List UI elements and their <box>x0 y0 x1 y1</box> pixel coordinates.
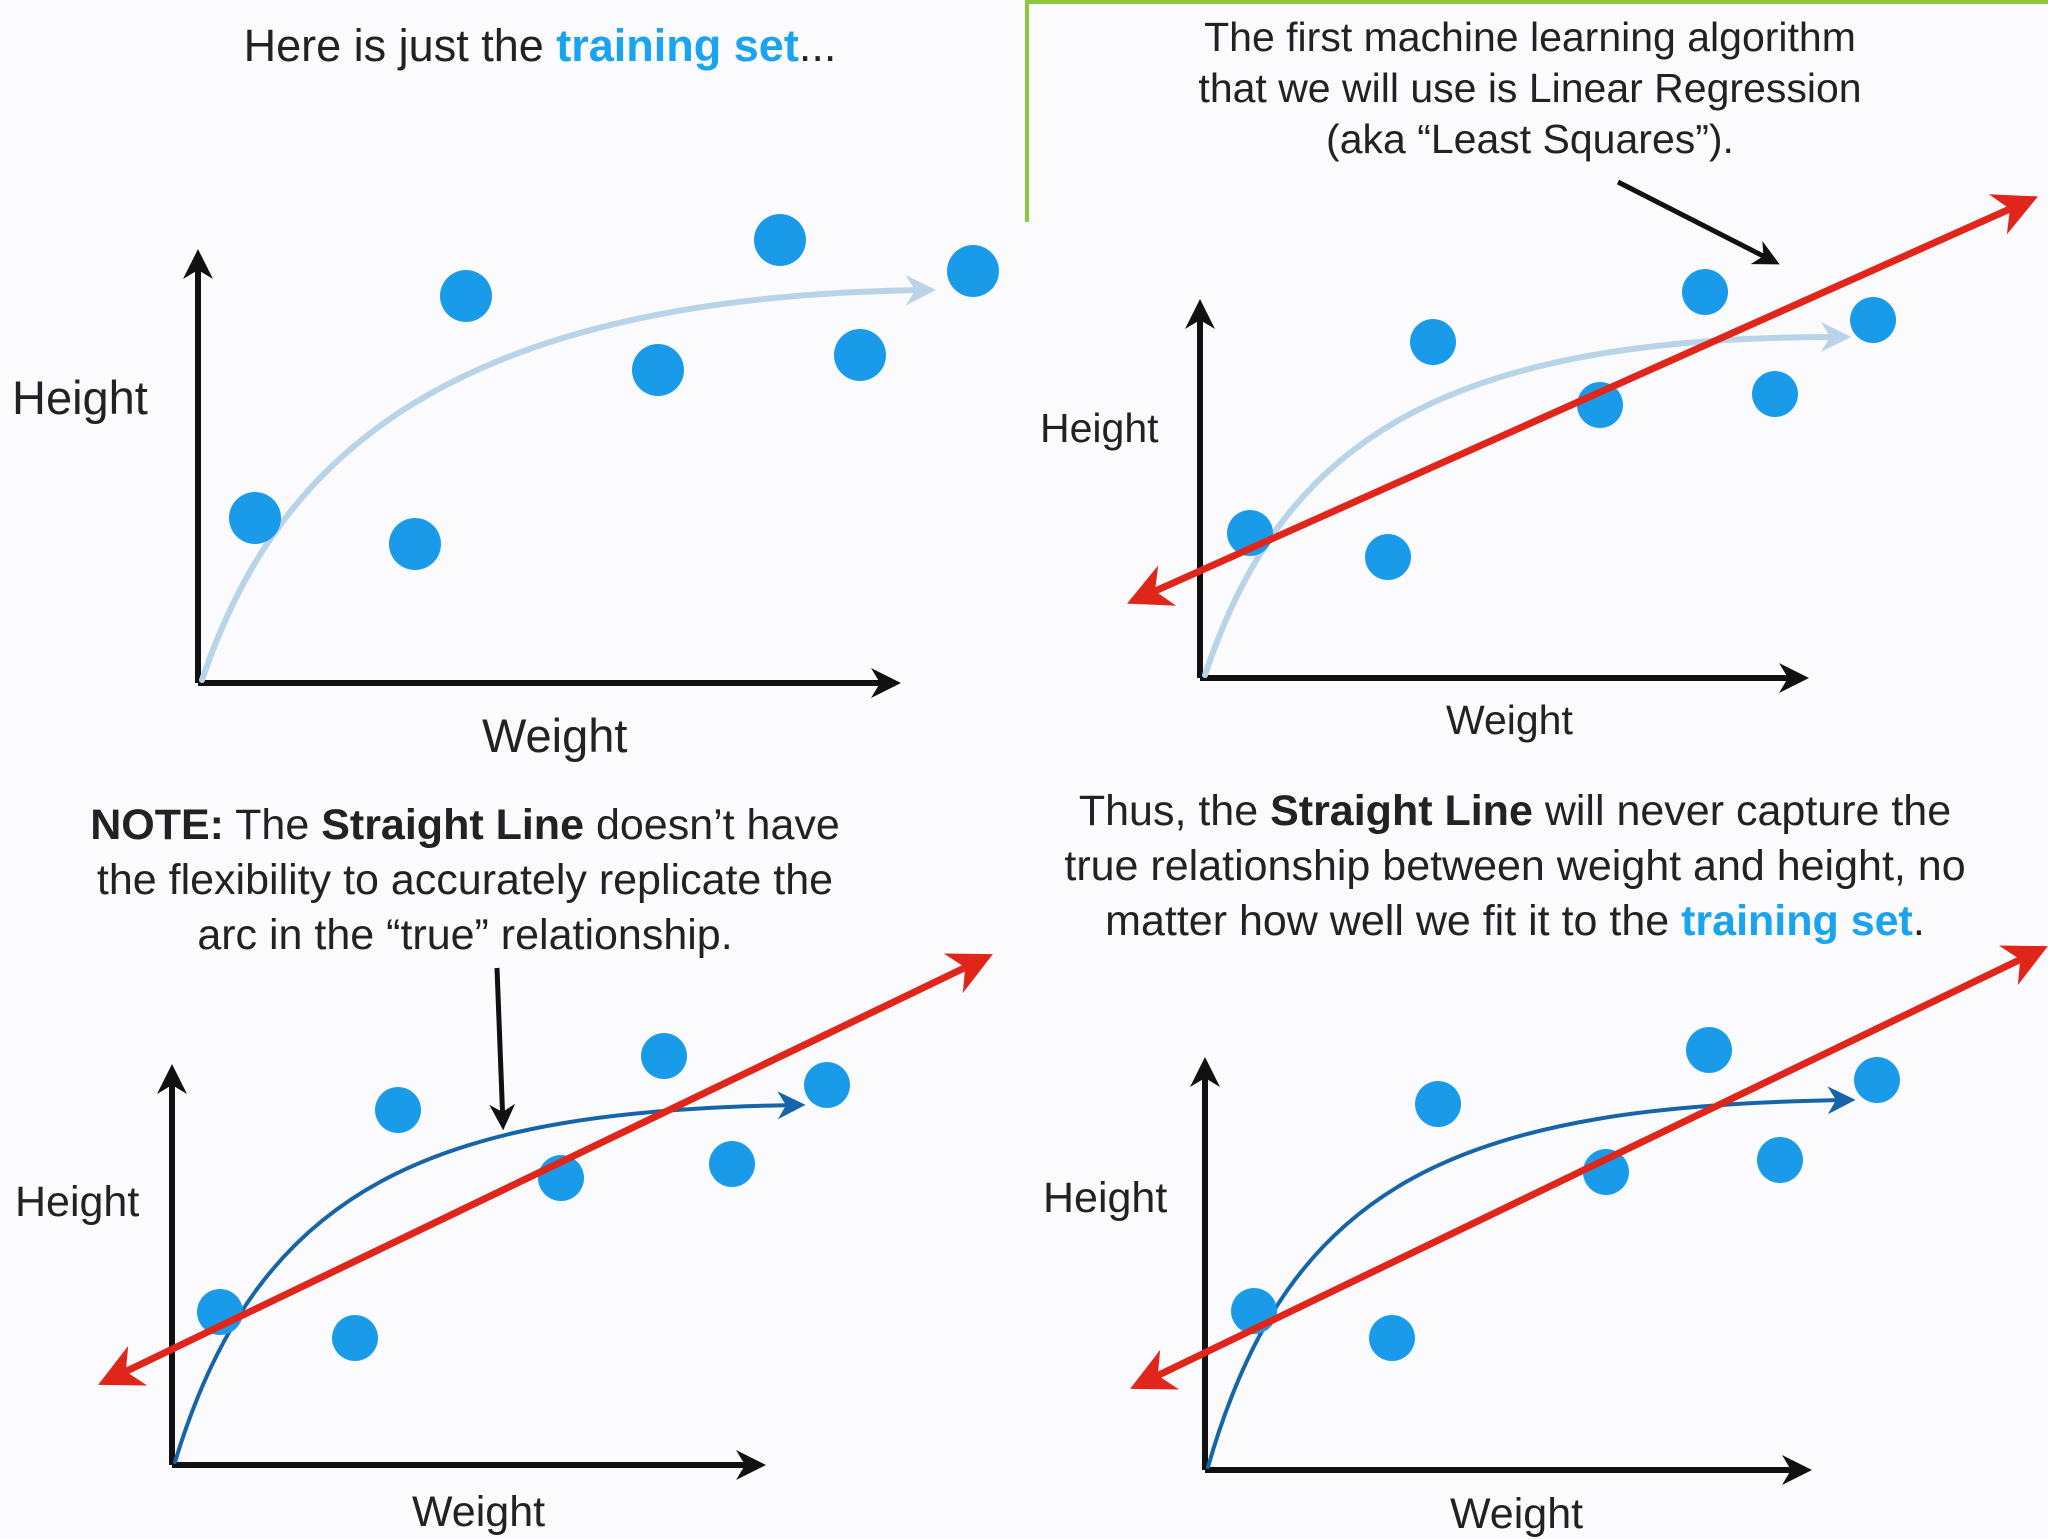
caption-line: The first machine learning algorithm <box>1204 14 1856 60</box>
true-relationship-curve <box>1206 1086 1856 1469</box>
training-point <box>389 518 441 570</box>
training-point <box>1410 319 1456 365</box>
caption-line: Thus, the Straight Line will never captu… <box>1030 784 2000 839</box>
caption-line: arc in the “true” relationship. <box>197 911 733 959</box>
caption-text: will never capture the <box>1532 787 1952 835</box>
training-point <box>641 1033 687 1079</box>
caption-text: Here is just the <box>243 20 557 71</box>
x-axis-label-panel-4: Weight <box>1450 1490 1584 1538</box>
training-point <box>947 245 999 297</box>
training-point <box>1752 371 1798 417</box>
caption-panel-3: NOTE: The Straight Line doesn’t have the… <box>60 798 870 963</box>
y-axis-label-panel-4: Height <box>1043 1174 1168 1222</box>
training-point <box>229 492 281 544</box>
y-axis-label-panel-1: Height <box>12 371 148 424</box>
regression-line <box>1126 194 2039 606</box>
caption-line: the flexibility to accurately replicate … <box>96 856 834 904</box>
training-point <box>632 344 684 396</box>
training-point <box>834 329 886 381</box>
caption-bold: Straight Line <box>1270 787 1533 835</box>
caption-text: ... <box>798 20 837 71</box>
training-point <box>1415 1081 1461 1127</box>
caption-bold: Straight Line <box>321 801 584 849</box>
caption-text: doesn’t have <box>584 801 840 849</box>
training-point <box>804 1062 850 1108</box>
true-relationship-curve <box>1202 321 1851 678</box>
training-point <box>1369 1315 1415 1361</box>
caption-text: Thus, the <box>1078 787 1271 835</box>
caption-line: matter how well we fit it to the trainin… <box>1030 894 2000 949</box>
caption-text: The <box>223 801 322 849</box>
y-axis-label-panel-2: Height <box>1040 405 1159 451</box>
caption-text: matter how well we fit it to the <box>1105 897 1682 945</box>
training-point <box>1854 1057 1900 1103</box>
y-axis-label-panel-3: Height <box>15 1178 140 1226</box>
caption-line: that we will use is Linear Regression <box>1198 65 1862 111</box>
true-relationship-curve <box>199 275 936 683</box>
caption-highlight: training set <box>1681 897 1913 945</box>
caption-line: NOTE: The Straight Line doesn’t have <box>60 798 870 853</box>
highlight-frame <box>1025 0 2048 222</box>
caption-text: . <box>1912 897 1925 945</box>
x-axis-label-panel-3: Weight <box>412 1488 546 1536</box>
arrow-annotation-icon <box>489 967 516 1131</box>
true-relationship-curve <box>173 1091 806 1464</box>
training-point <box>375 1087 421 1133</box>
regression-line <box>1130 945 2048 1390</box>
caption-panel-4: Thus, the Straight Line will never captu… <box>1030 784 2000 949</box>
training-point <box>1850 297 1896 343</box>
caption-highlight: training set <box>556 20 799 71</box>
training-point <box>332 1315 378 1361</box>
caption-panel-1: Here is just the training set... <box>150 18 930 73</box>
x-axis-label-panel-1: Weight <box>482 709 628 762</box>
caption-panel-2: The first machine learning algorithm tha… <box>1080 12 1980 165</box>
training-point <box>754 214 806 266</box>
training-point <box>1686 1027 1732 1073</box>
training-point <box>1365 534 1411 580</box>
training-point <box>1757 1137 1803 1183</box>
caption-line: (aka “Least Squares”). <box>1326 116 1734 162</box>
caption-line: true relationship between weight and hei… <box>1064 842 1966 890</box>
training-point <box>709 1141 755 1187</box>
training-point <box>1682 269 1728 315</box>
note-label: NOTE: <box>90 801 224 849</box>
regression-line <box>98 953 993 1386</box>
training-point <box>440 270 492 322</box>
x-axis-label-panel-2: Weight <box>1446 697 1573 743</box>
arrow-annotation-icon <box>1616 179 1780 265</box>
